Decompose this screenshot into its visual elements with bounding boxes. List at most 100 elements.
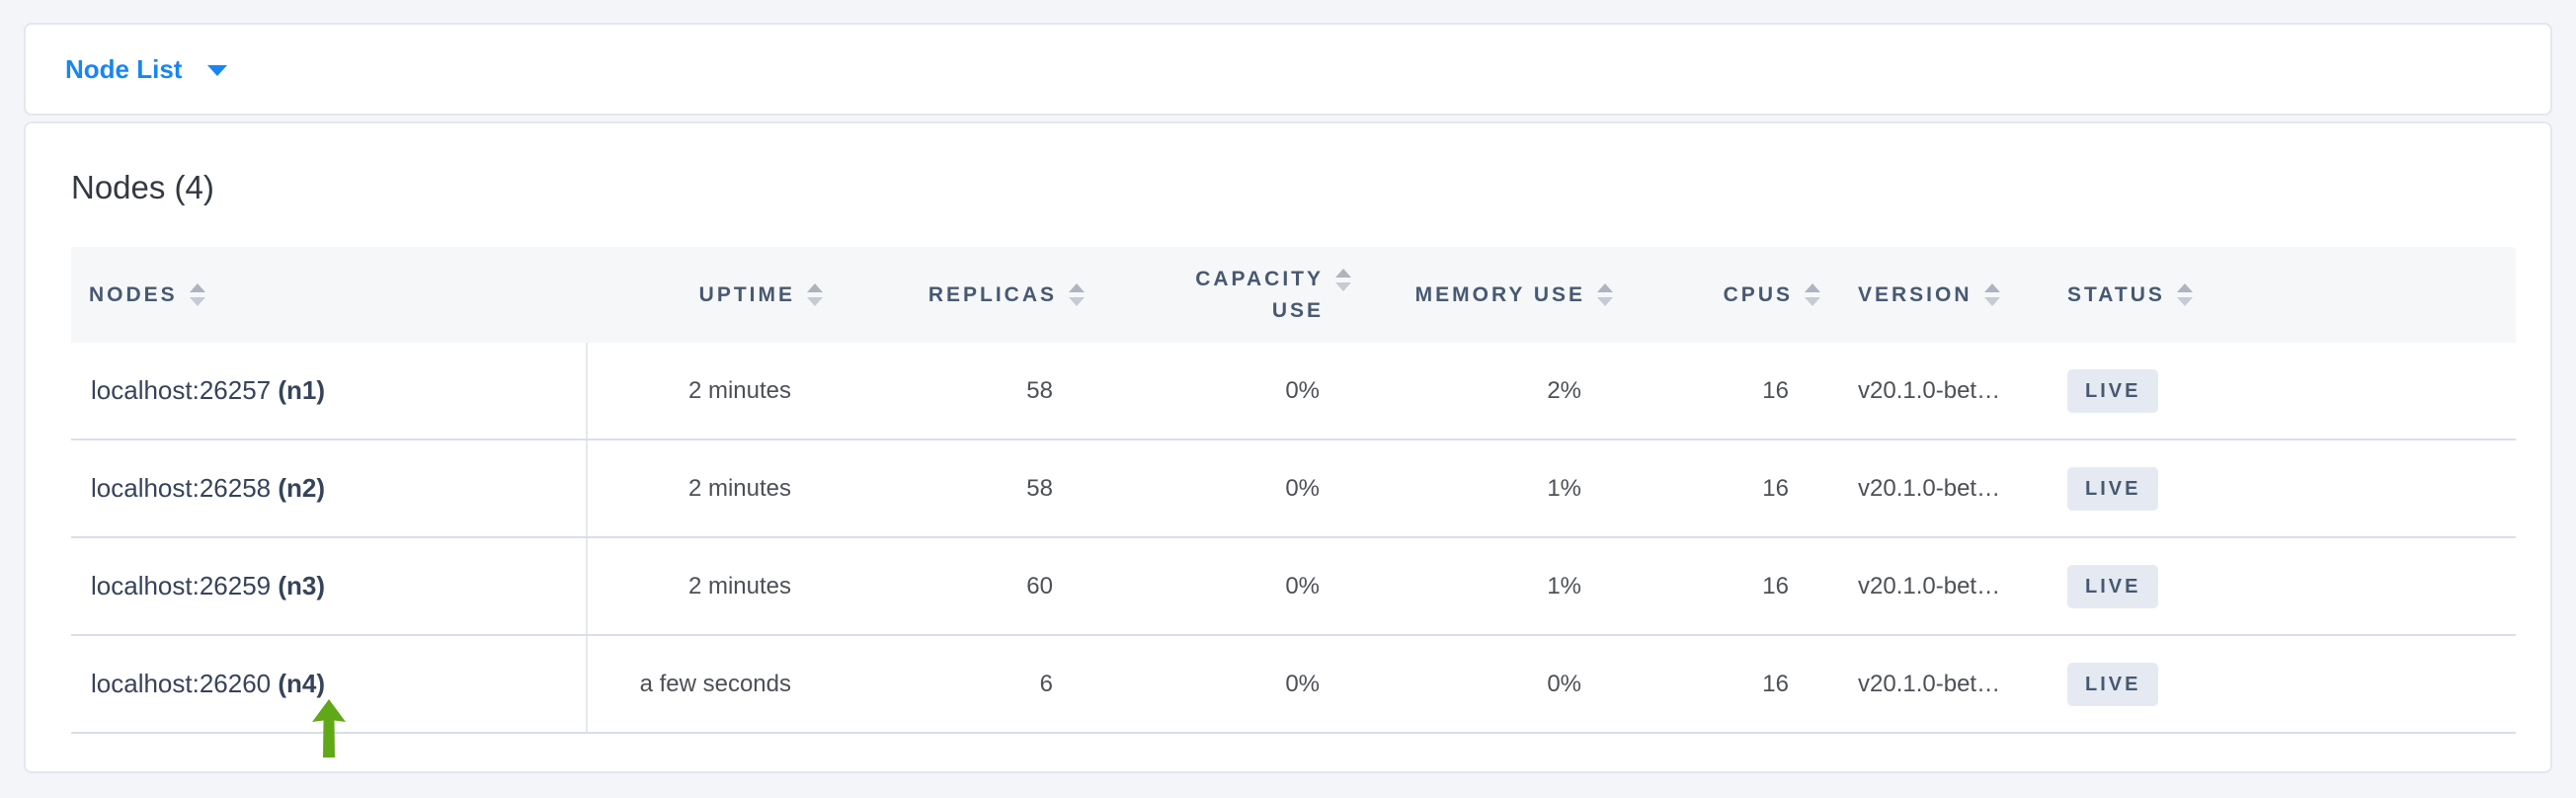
- version-cell: v20.1.0-bet…: [1834, 439, 2042, 538]
- uptime-cell: 2 minutes: [587, 439, 837, 538]
- caret-down-icon: [207, 65, 228, 76]
- capacity-use-cell: 0%: [1098, 635, 1365, 734]
- status-badge-live: LIVE: [2067, 662, 2159, 706]
- nodes-card: Nodes (4) NODES UPTIME REPLICAS: [24, 121, 2552, 773]
- sort-icon[interactable]: [1983, 283, 2000, 306]
- column-header-label: NODES: [89, 282, 178, 306]
- status-cell: LIVE: [2042, 635, 2516, 734]
- node-id: (n2): [278, 473, 326, 503]
- node-address: localhost:26260: [91, 669, 272, 698]
- node-address: localhost:26259: [91, 571, 272, 600]
- sort-asc-icon: [1335, 269, 1351, 278]
- sort-icon[interactable]: [807, 283, 823, 306]
- node-address: localhost:26257: [91, 375, 272, 405]
- sort-desc-icon: [807, 297, 823, 306]
- sort-icon[interactable]: [2176, 283, 2193, 306]
- node-address-link[interactable]: localhost:26260 (n4): [91, 669, 325, 698]
- node-cell: localhost:26259 (n3): [71, 537, 588, 636]
- sort-asc-icon: [1805, 283, 1820, 292]
- status-badge-live: LIVE: [2067, 466, 2159, 511]
- node-address-link[interactable]: localhost:26258 (n2): [91, 473, 325, 503]
- node-id: (n4): [278, 669, 326, 698]
- memory-use-cell: 1%: [1365, 537, 1627, 636]
- sort-asc-icon: [807, 283, 823, 292]
- sort-icon[interactable]: [1335, 269, 1351, 291]
- status-cell: LIVE: [2042, 439, 2516, 538]
- column-header-label: UPTIME: [698, 282, 795, 306]
- node-id: (n3): [278, 571, 326, 600]
- version-cell: v20.1.0-bet…: [1834, 343, 2042, 440]
- column-header-label: MEMORY USE: [1414, 282, 1585, 306]
- memory-use-cell: 1%: [1365, 439, 1627, 538]
- column-header-label: REPLICAS: [927, 282, 1057, 306]
- cpus-cell: 16: [1627, 635, 1834, 734]
- column-header-cpus[interactable]: CPUS: [1627, 247, 1834, 343]
- node-address-link[interactable]: localhost:26259 (n3): [91, 571, 325, 600]
- column-header-label: STATUS: [2067, 282, 2165, 306]
- replicas-cell: 60: [837, 537, 1098, 636]
- replicas-cell: 58: [837, 343, 1098, 440]
- cpus-cell: 16: [1627, 439, 1834, 538]
- sort-desc-icon: [1597, 297, 1613, 306]
- column-header-nodes[interactable]: NODES: [71, 247, 587, 343]
- column-header-capacity_use[interactable]: CAPACITY USE: [1098, 247, 1365, 343]
- sort-desc-icon: [1983, 297, 2000, 306]
- node-row: localhost:26257 (n1) 2 minutes 58 0% 2% …: [71, 343, 2516, 440]
- sort-desc-icon: [1805, 297, 1820, 306]
- replicas-cell: 6: [837, 635, 1098, 734]
- sort-icon[interactable]: [1069, 283, 1085, 306]
- status-cell: LIVE: [2042, 537, 2516, 636]
- sort-icon[interactable]: [1805, 283, 1820, 306]
- node-cell: localhost:26258 (n2): [71, 439, 588, 538]
- annotation-arrow-up-icon: [312, 699, 346, 758]
- cpus-cell: 16: [1627, 537, 1834, 636]
- page-title: Nodes (4): [71, 169, 214, 205]
- nodes-table: NODES UPTIME REPLICAS CAPACITY USE: [71, 247, 2516, 734]
- sort-desc-icon: [1069, 297, 1085, 306]
- status-badge-live: LIVE: [2067, 564, 2159, 608]
- node-cell: localhost:26257 (n1): [71, 343, 588, 440]
- replicas-cell: 58: [837, 439, 1098, 538]
- status-badge-live: LIVE: [2067, 368, 2159, 413]
- capacity-use-cell: 0%: [1098, 537, 1365, 636]
- sort-asc-icon: [1983, 283, 2000, 292]
- node-row: localhost:26260 (n4) a few seconds 6 0% …: [71, 635, 2516, 734]
- capacity-use-cell: 0%: [1098, 439, 1365, 538]
- view-dropdown[interactable]: Node List: [65, 53, 228, 85]
- uptime-cell: a few seconds: [587, 635, 837, 734]
- topbar: Node List: [24, 23, 2552, 116]
- version-cell: v20.1.0-bet…: [1834, 635, 2042, 734]
- sort-icon[interactable]: [189, 283, 205, 306]
- sort-asc-icon: [189, 283, 205, 292]
- column-header-label: VERSION: [1858, 282, 1972, 306]
- sort-desc-icon: [1335, 282, 1351, 291]
- sort-desc-icon: [2176, 297, 2193, 306]
- column-header-label: CAPACITY USE: [1195, 268, 1324, 322]
- status-cell: LIVE: [2042, 343, 2516, 440]
- column-header-memory_use[interactable]: MEMORY USE: [1365, 247, 1627, 343]
- cpus-cell: 16: [1627, 343, 1834, 440]
- node-address-link[interactable]: localhost:26257 (n1): [91, 375, 325, 405]
- sort-desc-icon: [189, 297, 205, 306]
- memory-use-cell: 0%: [1365, 635, 1627, 734]
- column-header-version[interactable]: VERSION: [1834, 247, 2042, 343]
- sort-asc-icon: [2176, 283, 2193, 292]
- table-header-row: NODES UPTIME REPLICAS CAPACITY USE: [71, 247, 2516, 343]
- version-cell: v20.1.0-bet…: [1834, 537, 2042, 636]
- sort-icon[interactable]: [1597, 283, 1613, 306]
- column-header-replicas[interactable]: REPLICAS: [837, 247, 1098, 343]
- node-id: (n1): [278, 375, 326, 405]
- capacity-use-cell: 0%: [1098, 343, 1365, 440]
- uptime-cell: 2 minutes: [587, 343, 837, 440]
- node-row: localhost:26258 (n2) 2 minutes 58 0% 1% …: [71, 439, 2516, 538]
- column-header-uptime[interactable]: UPTIME: [587, 247, 837, 343]
- column-header-label: CPUS: [1723, 282, 1793, 306]
- view-dropdown-label: Node List: [65, 53, 183, 84]
- memory-use-cell: 2%: [1365, 343, 1627, 440]
- node-address: localhost:26258: [91, 473, 272, 503]
- sort-asc-icon: [1069, 283, 1085, 292]
- uptime-cell: 2 minutes: [587, 537, 837, 636]
- node-row: localhost:26259 (n3) 2 minutes 60 0% 1% …: [71, 537, 2516, 636]
- sort-asc-icon: [1597, 283, 1613, 292]
- column-header-status[interactable]: STATUS: [2042, 247, 2516, 343]
